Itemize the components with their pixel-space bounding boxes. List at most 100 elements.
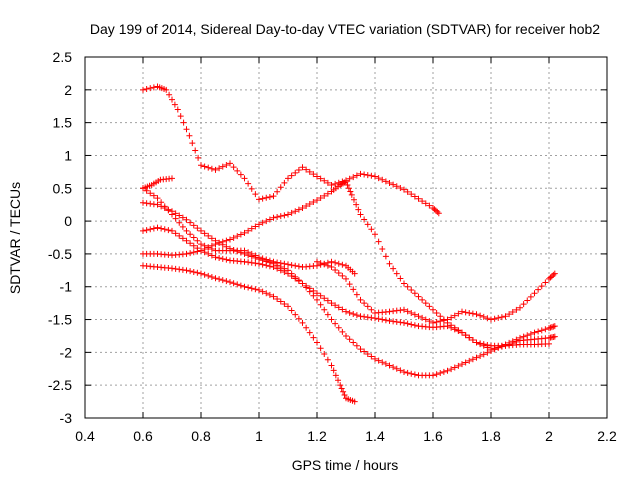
data-point bbox=[223, 278, 230, 285]
data-point bbox=[548, 273, 555, 280]
data-point bbox=[542, 279, 549, 286]
data-point bbox=[256, 287, 262, 294]
data-point bbox=[310, 171, 317, 178]
data-point bbox=[321, 177, 328, 184]
data-point bbox=[346, 281, 353, 288]
data-point bbox=[341, 392, 348, 399]
data-point bbox=[295, 167, 302, 174]
data-point bbox=[227, 160, 233, 167]
data-point bbox=[335, 269, 342, 276]
data-point bbox=[520, 301, 527, 308]
data-point bbox=[256, 196, 262, 203]
data-point bbox=[186, 132, 193, 139]
data-point bbox=[274, 188, 281, 195]
data-point bbox=[397, 184, 404, 191]
axis-ticks bbox=[84, 56, 608, 419]
data-point bbox=[198, 227, 204, 234]
data-point bbox=[426, 202, 433, 209]
data-point bbox=[404, 308, 411, 315]
series-s5 bbox=[140, 224, 558, 353]
data-point bbox=[347, 188, 354, 195]
data-point bbox=[187, 250, 194, 257]
data-point bbox=[205, 272, 212, 279]
data-point bbox=[386, 260, 393, 267]
data-point bbox=[459, 361, 465, 368]
data-point bbox=[372, 173, 378, 180]
data-point bbox=[208, 165, 215, 172]
data-point bbox=[502, 313, 509, 320]
data-point bbox=[266, 263, 273, 270]
data-point bbox=[401, 369, 407, 376]
data-point bbox=[350, 196, 357, 203]
data-point bbox=[324, 311, 331, 318]
data-point bbox=[237, 231, 244, 238]
data-point bbox=[321, 351, 328, 358]
data-point bbox=[361, 171, 368, 178]
data-point bbox=[451, 364, 458, 371]
data-point bbox=[277, 298, 284, 305]
data-point bbox=[237, 249, 244, 256]
data-point bbox=[295, 315, 302, 322]
data-point bbox=[208, 242, 215, 249]
data-point bbox=[317, 175, 324, 182]
data-point bbox=[219, 255, 226, 262]
data-point bbox=[241, 283, 248, 290]
data-point bbox=[531, 290, 538, 297]
data-point bbox=[314, 296, 320, 303]
data-point bbox=[339, 328, 346, 335]
data-point bbox=[183, 227, 190, 234]
data-point bbox=[140, 86, 146, 93]
data-point bbox=[248, 225, 255, 232]
data-point bbox=[230, 280, 237, 287]
data-point bbox=[252, 254, 259, 261]
data-point bbox=[274, 213, 281, 220]
y-tick-label: -3 bbox=[60, 410, 73, 426]
data-point bbox=[285, 175, 291, 182]
data-point bbox=[382, 360, 389, 367]
data-point bbox=[169, 208, 175, 215]
data-point bbox=[198, 241, 204, 248]
data-point bbox=[324, 179, 331, 186]
data-point bbox=[198, 247, 204, 254]
data-point bbox=[176, 212, 183, 219]
data-point bbox=[303, 166, 310, 173]
data-point bbox=[314, 290, 320, 297]
data-point bbox=[256, 260, 262, 267]
data-point bbox=[303, 282, 310, 289]
data-point bbox=[147, 226, 154, 233]
data-point bbox=[462, 332, 469, 339]
data-point bbox=[330, 367, 337, 374]
data-point bbox=[546, 275, 552, 282]
data-point bbox=[259, 261, 266, 268]
data-point bbox=[393, 365, 400, 372]
data-point bbox=[390, 364, 397, 371]
data-point bbox=[332, 372, 339, 379]
y-tick-label: -2 bbox=[60, 344, 73, 360]
data-point bbox=[169, 227, 175, 234]
data-point bbox=[150, 192, 157, 199]
data-point bbox=[332, 259, 339, 266]
data-point bbox=[432, 207, 439, 214]
data-point bbox=[527, 330, 534, 337]
data-point bbox=[143, 227, 150, 234]
data-point bbox=[419, 314, 426, 321]
data-point bbox=[488, 316, 494, 323]
data-point bbox=[364, 351, 371, 358]
data-point bbox=[404, 188, 411, 195]
data-point bbox=[437, 370, 444, 377]
data-point bbox=[408, 191, 415, 198]
data-point bbox=[288, 262, 295, 269]
data-point bbox=[234, 233, 241, 240]
data-point bbox=[535, 286, 542, 293]
y-tick-label: 2 bbox=[64, 82, 72, 98]
data-point bbox=[444, 316, 451, 323]
data-point bbox=[466, 334, 473, 341]
data-point bbox=[270, 293, 277, 300]
y-tick-label: 2.5 bbox=[53, 49, 73, 65]
data-point bbox=[230, 234, 237, 241]
data-point bbox=[321, 306, 328, 313]
data-point bbox=[190, 242, 197, 249]
data-point bbox=[172, 230, 179, 237]
data-point bbox=[469, 310, 476, 317]
data-point bbox=[299, 280, 306, 287]
